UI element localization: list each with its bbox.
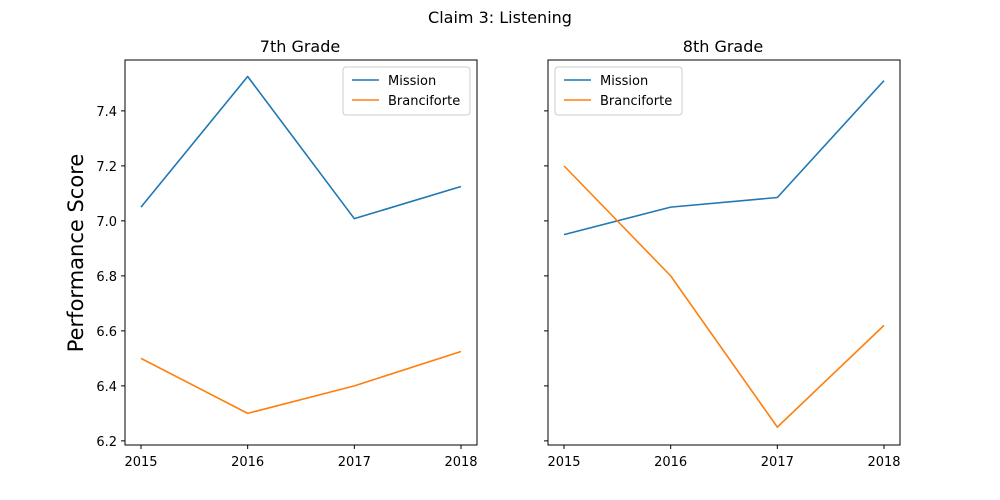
x-tick-label: 2017 [338, 455, 371, 470]
legend-box [554, 66, 683, 116]
x-tick-label: 2016 [654, 455, 687, 470]
series-line-branciforte [140, 350, 462, 415]
series-line-mission [140, 75, 462, 220]
x-tick-label: 2016 [231, 455, 264, 470]
panel-title-7th-grade: 7th Grade [260, 37, 340, 56]
y-tick-label: 6.8 [96, 270, 117, 285]
axes-frame [547, 59, 901, 446]
y-axis-label: Performance Score [64, 154, 88, 353]
x-tick-label: 2018 [444, 455, 477, 470]
x-tick-label: 2015 [124, 455, 157, 470]
panel-8th-grade: 8th Grade 2015 2016 2017 2018 Mission Brancif… [544, 37, 901, 470]
legend-label-branciforte: Branciforte [600, 94, 672, 109]
y-tick-label: 7.4 [96, 105, 117, 120]
y-tick-label: 6.6 [96, 325, 117, 340]
legend: Mission Branciforte [554, 66, 683, 116]
legend-label-mission: Mission [600, 74, 648, 89]
x-tick-label: 2018 [867, 455, 900, 470]
x-tick-label: 2017 [761, 455, 794, 470]
legend-label-branciforte: Branciforte [388, 94, 460, 109]
y-tick-label: 6.4 [96, 380, 117, 395]
series-line-branciforte [563, 165, 885, 428]
legend: Mission Branciforte [342, 66, 471, 116]
y-tick-label: 7.2 [96, 160, 117, 175]
x-tick-label: 2015 [547, 455, 580, 470]
legend-box [342, 66, 471, 116]
axes-frame [124, 59, 478, 446]
chart-title: Claim 3: Listening [428, 8, 572, 27]
panel-7th-grade: 7th Grade 2015 2016 2017 2018 6.2 6.4 6.6 6.8 7.… [96, 37, 477, 470]
panel-title-8th-grade: 8th Grade [683, 37, 763, 56]
legend-label-mission: Mission [388, 74, 436, 89]
y-tick-label: 7.0 [96, 215, 117, 230]
y-tick-label: 6.2 [96, 435, 117, 450]
